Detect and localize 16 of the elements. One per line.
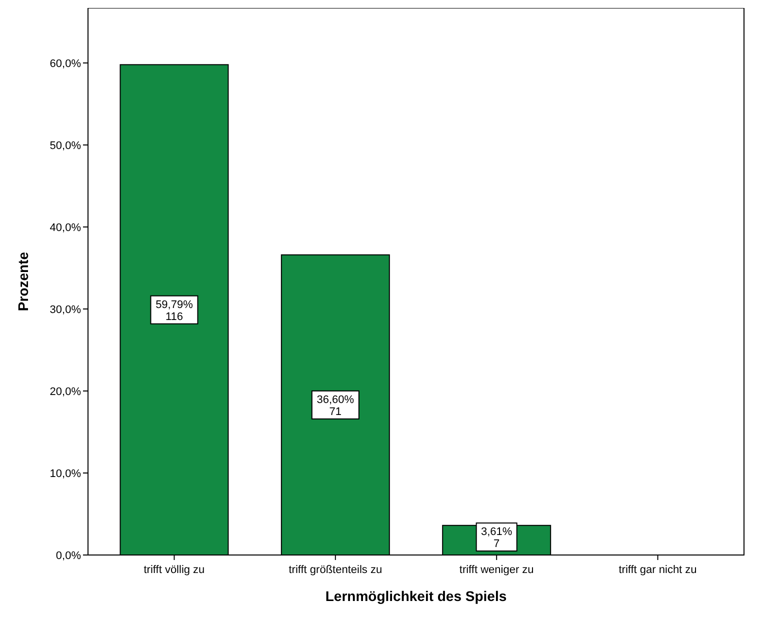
x-tick-label: trifft weniger zu [459,564,534,576]
y-tick-label: 20,0% [50,386,82,398]
y-tick-label: 30,0% [50,304,82,316]
y-axis-title: Prozente [15,252,31,312]
x-tick-label: trifft völlig zu [144,564,205,576]
data-label: 36,60% 71 [316,394,354,418]
y-tick-label: 10,0% [50,468,82,480]
y-tick-label: 50,0% [50,140,82,152]
y-tick-label: 0,0% [56,550,82,562]
y-tick-label: 40,0% [50,222,82,234]
x-tick-label: trifft größtenteils zu [288,564,382,576]
x-tick-label: trifft gar nicht zu [618,564,697,576]
y-tick-label: 60,0% [50,58,82,70]
data-label: 3,61% 7 [480,526,512,550]
x-axis-title: Lernmöglichkeit des Spiels [325,588,507,604]
data-label: 59,79% 116 [156,298,194,323]
